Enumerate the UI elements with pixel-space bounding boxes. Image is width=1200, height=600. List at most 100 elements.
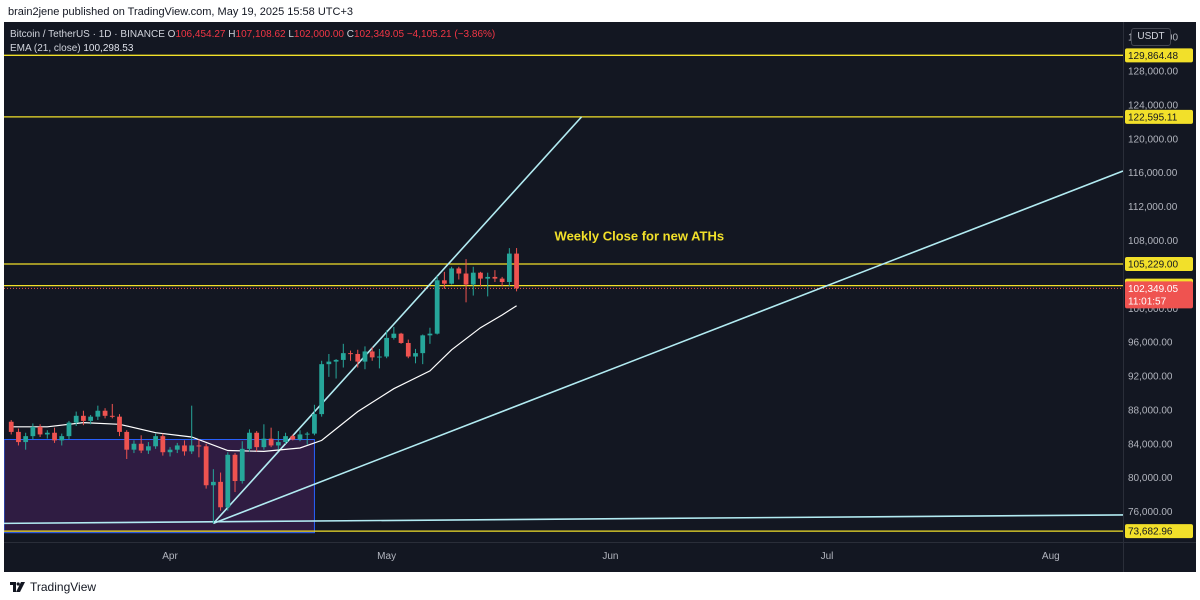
candle	[102, 408, 108, 419]
candle	[514, 248, 519, 292]
candle	[384, 330, 390, 359]
candle	[355, 349, 361, 368]
candle-body	[297, 434, 303, 440]
candle-body	[196, 445, 202, 447]
candle	[348, 350, 353, 361]
y-tick-label: 128,000.00	[1128, 67, 1178, 78]
candle	[463, 259, 469, 303]
candle	[261, 424, 267, 450]
x-tick-label: Apr	[162, 551, 178, 562]
candle	[377, 348, 382, 369]
level-label-bg	[1125, 256, 1193, 271]
candle	[268, 427, 274, 448]
candle-body	[463, 273, 469, 285]
candle-body	[30, 426, 36, 437]
bar-countdown-label: 11:01:57	[1128, 296, 1167, 307]
candle-body	[514, 253, 519, 289]
candle-body	[261, 438, 267, 448]
candle-body	[405, 342, 411, 357]
candle	[203, 443, 209, 489]
time-axis: Apr May Jun Jul Aug	[162, 551, 1059, 562]
range-rectangle	[4, 439, 315, 534]
candle-body	[499, 278, 505, 282]
candle	[66, 420, 72, 440]
candle	[124, 430, 130, 460]
candle	[232, 453, 238, 493]
level-label: 122,595.11	[1128, 112, 1178, 123]
candle	[275, 431, 281, 450]
candle	[138, 435, 144, 454]
candle-body	[174, 445, 180, 450]
ema-row: EMA (21, close) 100,298.53	[10, 42, 495, 56]
candle-body	[369, 351, 375, 358]
candle-body	[420, 335, 426, 354]
candle	[478, 271, 483, 287]
candle	[506, 248, 512, 287]
annotation-text: Weekly Close for new ATHs	[555, 229, 725, 244]
close-value: 102,349.05	[354, 29, 405, 40]
candle	[109, 403, 115, 419]
tradingview-logo[interactable]: TradingView	[10, 580, 96, 594]
candle	[369, 347, 375, 361]
candle	[196, 439, 202, 458]
x-tick-label: Jul	[821, 551, 834, 562]
candle-body	[304, 433, 310, 435]
candle	[283, 432, 288, 444]
candle	[398, 332, 404, 344]
candle-body	[66, 422, 72, 437]
candle-body	[319, 364, 325, 415]
y-tick-label: 116,000.00	[1128, 168, 1178, 179]
candle-body	[232, 454, 238, 482]
y-tick-label: 108,000.00	[1128, 236, 1178, 247]
candle-body	[492, 276, 498, 279]
candle-body	[88, 416, 94, 421]
candle	[174, 442, 180, 454]
candle	[297, 430, 303, 442]
candle-body	[312, 414, 317, 434]
candle	[52, 427, 57, 443]
candle-body	[95, 410, 101, 417]
high-label: H	[228, 29, 236, 40]
level-label-bg	[1125, 524, 1193, 539]
ema-line	[11, 305, 517, 453]
high-value: 107,108.62	[235, 29, 286, 40]
candle	[239, 441, 245, 484]
candle	[405, 339, 411, 359]
open-value: 106,454.27	[175, 29, 226, 40]
y-tick-label: 92,000.00	[1128, 372, 1173, 383]
candle-body	[355, 353, 361, 362]
candle	[304, 431, 310, 445]
candle-body	[73, 415, 79, 423]
candle	[449, 266, 454, 285]
y-tick-label: 112,000.00	[1128, 202, 1178, 213]
candle-body	[81, 415, 86, 421]
symbol-label: Bitcoin / TetherUS · 1D · BINANCE	[10, 29, 165, 40]
candle	[312, 404, 317, 436]
currency-button[interactable]: USDT	[1131, 28, 1171, 46]
candle-body	[362, 351, 368, 362]
candle-body	[470, 272, 476, 285]
price-chart[interactable]: Weekly Close for new ATHs132,000.00128,0…	[4, 22, 1196, 572]
chart-legend: Bitcoin / TetherUS · 1D · BINANCE O106,4…	[10, 28, 495, 56]
chart-panel[interactable]: Weekly Close for new ATHs132,000.00128,0…	[4, 22, 1196, 572]
candle-body	[146, 446, 151, 451]
candle-body	[167, 449, 173, 453]
level-label: 105,229.00	[1128, 259, 1178, 270]
level-label: 129,864.48	[1128, 51, 1178, 62]
y-tick-label: 84,000.00	[1128, 439, 1173, 450]
candle-body	[102, 410, 108, 416]
candle-body	[333, 359, 339, 362]
plot-area[interactable]: Weekly Close for new ATHs	[4, 54, 1123, 534]
candle-body	[218, 481, 223, 508]
candle	[485, 272, 491, 297]
candle	[23, 432, 29, 450]
candle-body	[131, 443, 137, 450]
candle	[492, 270, 498, 282]
candle	[218, 472, 223, 511]
candle-body	[340, 353, 346, 360]
candle-body	[283, 436, 288, 443]
y-tick-label: 120,000.00	[1128, 134, 1178, 145]
ema-label: EMA (21, close)	[10, 43, 81, 54]
candle-body	[326, 361, 332, 365]
candle-body	[456, 268, 462, 274]
